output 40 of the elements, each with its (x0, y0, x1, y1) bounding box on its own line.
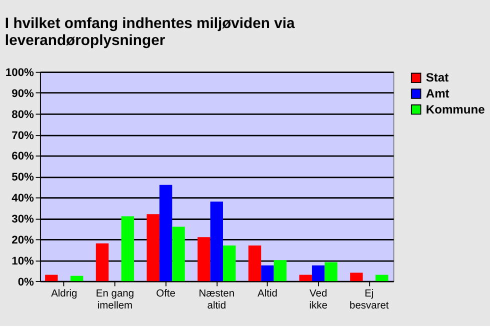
y-tick-label: 90% (12, 88, 34, 100)
bar (70, 276, 84, 282)
bar (324, 262, 338, 282)
legend-label: Kommune (426, 102, 486, 116)
y-tick-label: 20% (12, 234, 34, 246)
bar (350, 272, 363, 282)
x-tick-label: Ej besvaret (350, 288, 389, 312)
x-tick-label: En gang imellem (96, 288, 134, 312)
bar (198, 237, 210, 282)
bar (96, 243, 109, 282)
bar (376, 274, 388, 282)
x-tick-label: Aldrig (51, 288, 78, 300)
bar (146, 214, 160, 282)
legend-label: Amt (426, 86, 450, 100)
x-tick-label: Næsten altid (198, 288, 235, 312)
bar (299, 274, 312, 282)
y-tick-label: 60% (12, 150, 34, 163)
y-tick-label: 30% (12, 214, 34, 226)
bar (210, 202, 223, 282)
bar (121, 216, 134, 282)
bar (248, 246, 262, 282)
y-tick-label: 70% (12, 130, 34, 142)
x-tick-label: Ved ikke (309, 288, 328, 312)
bar (159, 184, 172, 282)
chart-title: I hvilket omfang indhentes miljøviden via leverandøroplysninger (4, 16, 296, 49)
x-tick-label: Ofte (156, 288, 176, 300)
bar (312, 265, 325, 282)
y-tick-label: 40% (12, 192, 34, 205)
x-tick-label: Altid (258, 288, 278, 300)
y-tick-label: 80% (12, 108, 34, 121)
bar (222, 246, 236, 282)
bar (172, 226, 185, 282)
bar (261, 265, 274, 282)
y-tick-label: 0% (18, 276, 34, 288)
y-tick-label: 10% (12, 255, 34, 268)
y-tick-label: 100% (5, 67, 34, 80)
bar (274, 260, 287, 282)
y-tick-label: 50% (12, 172, 34, 184)
legend-label: Stat (426, 70, 449, 85)
bar (45, 274, 58, 282)
